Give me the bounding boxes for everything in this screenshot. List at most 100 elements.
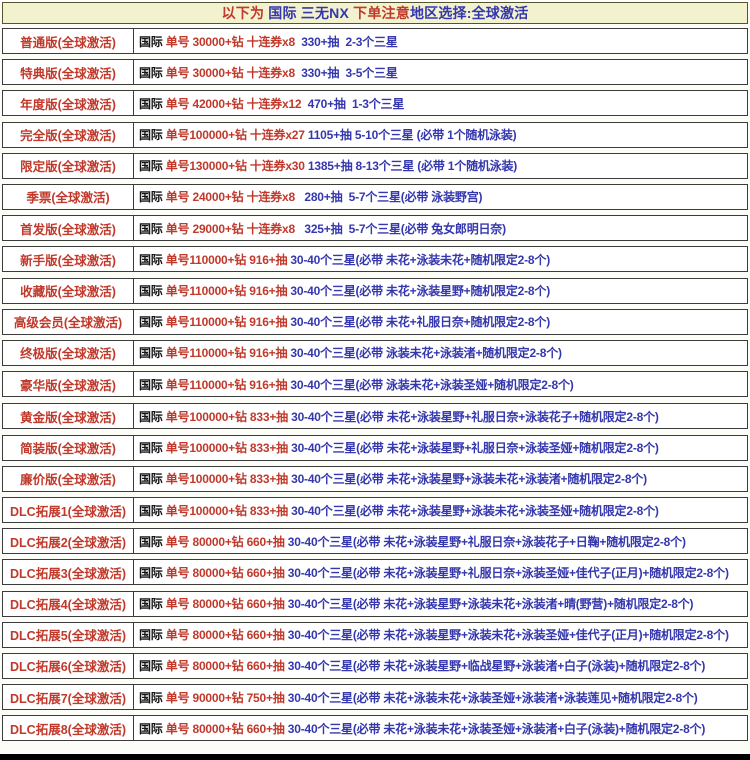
offer-details-segment: 国际 xyxy=(139,96,166,111)
offer-details-segment: 国际 xyxy=(139,346,166,361)
table-row: 年度版(全球激活) 国际 单号 42000+钻 十连券x12 470+抽 1-3… xyxy=(2,90,748,117)
table-row: 特典版(全球激活) 国际 单号 30000+钻 十连券x8 330+抽 3-5个… xyxy=(2,59,748,86)
offer-details-segment: 单号100000+钻 833+抽 xyxy=(165,441,292,456)
edition-label-cell: 特典版(全球激活) xyxy=(3,60,134,85)
table-row: 限定版(全球激活) 国际 单号130000+钻 十连券x30 1385+抽 8-… xyxy=(2,152,748,179)
edition-label: 简装版(全球激活) xyxy=(20,442,116,457)
offer-details-segment: 30-40个三星(必带 未花+泳装星野+礼服日奈+泳装圣娅+随机限定2-8个) xyxy=(291,441,659,456)
table-row: 完全版(全球激活) 国际 单号100000+钻 十连券x27 1105+抽 5-… xyxy=(2,121,748,148)
edition-label-cell: 限定版(全球激活) xyxy=(3,153,134,178)
table-row: 普通版(全球激活) 国际 单号 30000+钻 十连券x8 330+抽 2-3个… xyxy=(2,28,748,54)
edition-label: 收藏版(全球激活) xyxy=(20,285,116,299)
offer-details-segment: 单号 80000+钻 660+抽 xyxy=(165,565,288,580)
offer-details-segment: 单号110000+钻 916+抽 xyxy=(165,346,291,361)
offer-details-segment: 单号110000+钻 916+抽 xyxy=(165,315,291,330)
offer-details-segment: 国际 xyxy=(139,690,166,705)
offer-details-segment: 国际 xyxy=(139,565,166,580)
offer-details-segment: 国际 xyxy=(139,441,166,456)
table-row: 收藏版(全球激活) 国际 单号110000+钻 916+抽 30-40个三星(必… xyxy=(2,277,748,304)
offer-details-segment: 330+抽 2-3个三星 xyxy=(294,34,398,49)
offer-details-segment: 30-40个三星(必带 未花+泳装星野+泳装未花+泳装渚+晴(野营)+随机限定2… xyxy=(287,597,694,612)
table-row: DLC拓展8(全球激活) 国际 单号 80000+钻 660+抽 30-40个三… xyxy=(2,715,748,742)
offer-details-cell: 国际 单号100000+钻 833+抽 30-40个三星(必带 未花+泳装星野+… xyxy=(134,498,747,522)
offer-details-segment: 国际 xyxy=(139,472,166,487)
offer-details-cell: 国际 单号 29000+钻 十连券x8 325+抽 5-7个三星(必带 兔女郎明… xyxy=(134,216,747,240)
offer-details-cell: 国际 单号 90000+钻 750+抽 30-40个三星(必带 未花+泳装未花+… xyxy=(134,685,747,709)
edition-label: DLC拓展5(全球激活) xyxy=(10,629,126,644)
offer-details-cell: 国际 单号100000+钻 833+抽 30-40个三星(必带 未花+泳装星野+… xyxy=(134,404,747,428)
offer-details-segment: 单号100000+钻 833+抽 xyxy=(165,409,292,424)
table-row: 首发版(全球激活) 国际 单号 29000+钻 十连券x8 325+抽 5-7个… xyxy=(2,215,748,242)
offer-details-segment: 30-40个三星(必带 未花+泳装星野+礼服日奈+泳装圣娅+佳代子(正月)+随机… xyxy=(287,565,729,580)
offer-details-segment: 单号110000+钻 916+抽 xyxy=(165,252,291,267)
offer-details-segment: 30-40个三星(必带 泳装未花+泳装渚+随机限定2-8个) xyxy=(290,346,562,361)
edition-label: 特典版(全球激活) xyxy=(20,66,116,81)
offer-details-segment: 国际 xyxy=(139,65,166,80)
offer-details-segment: 国际 xyxy=(139,159,166,174)
offer-details-segment: 国际 xyxy=(139,315,166,330)
bottom-bar xyxy=(0,754,750,760)
table-row: 廉价版(全球激活) 国际 单号100000+钻 833+抽 30-40个三星(必… xyxy=(2,465,748,492)
edition-label: 限定版(全球激活) xyxy=(20,160,116,175)
offer-details-cell: 国际 单号110000+钻 916+抽 30-40个三星(必带 未花+泳装星野+… xyxy=(134,279,747,303)
edition-label: 黄金版(全球激活) xyxy=(20,410,116,425)
table-row: 高级会员(全球激活) 国际 单号110000+钻 916+抽 30-40个三星(… xyxy=(2,308,748,335)
table-row: DLC拓展1(全球激活) 国际 单号100000+钻 833+抽 30-40个三… xyxy=(2,497,748,524)
edition-label-cell: 年度版(全球激活) xyxy=(3,91,134,116)
offer-details-cell: 国际 单号 80000+钻 660+抽 30-40个三星(必带 未花+泳装星野+… xyxy=(134,560,747,584)
table-row: DLC拓展5(全球激活) 国际 单号 80000+钻 660+抽 30-40个三… xyxy=(2,621,748,648)
edition-label: DLC拓展1(全球激活) xyxy=(10,504,126,519)
price-table: 普通版(全球激活) 国际 单号 30000+钻 十连券x8 330+抽 2-3个… xyxy=(0,28,750,742)
offer-details-cell: 国际 单号130000+钻 十连券x30 1385+抽 8-13个三星 (必带 … xyxy=(134,154,747,178)
edition-label-cell: 简装版(全球激活) xyxy=(3,435,134,460)
edition-label: DLC拓展7(全球激活) xyxy=(10,691,126,706)
offer-details-segment: 单号 80000+钻 660+抽 xyxy=(165,597,288,612)
offer-details-segment: 单号130000+钻 十连券x30 xyxy=(165,159,305,174)
offer-details-cell: 国际 单号110000+钻 916+抽 30-40个三星(必带 泳装未花+泳装圣… xyxy=(134,372,747,396)
table-row: 季票(全球激活) 国际 单号 24000+钻 十连券x8 280+抽 5-7个三… xyxy=(2,183,748,210)
offer-details-segment: 单号 29000+钻 十连券x8 xyxy=(165,221,295,236)
header-segment: 以下为 xyxy=(221,5,269,21)
offer-details-segment: 国际 xyxy=(139,190,166,205)
offer-details-cell: 国际 单号 80000+钻 660+抽 30-40个三星(必带 未花+泳装未花+… xyxy=(134,716,747,740)
offer-details-segment: 30-40个三星(必带 未花+泳装星野+泳装未花+泳装渚+随机限定2-8个) xyxy=(291,472,647,487)
offer-details-segment: 国际 xyxy=(139,221,166,236)
edition-label-cell: DLC拓展2(全球激活) xyxy=(3,529,134,554)
offer-details-segment: 30-40个三星(必带 未花+泳装星野+礼服日奈+泳装花子+日鞠+随机限定2-8… xyxy=(287,534,686,549)
header-segment: 国际 三无NX xyxy=(268,5,354,21)
edition-label-cell: 首发版(全球激活) xyxy=(3,216,134,241)
table-row: DLC拓展2(全球激活) 国际 单号 80000+钻 660+抽 30-40个三… xyxy=(2,528,748,555)
table-row: DLC拓展7(全球激活) 国际 单号 90000+钻 750+抽 30-40个三… xyxy=(2,684,748,711)
offer-details-segment: 国际 xyxy=(139,34,166,49)
table-row: 新手版(全球激活) 国际 单号110000+钻 916+抽 30-40个三星(必… xyxy=(2,246,748,273)
offer-details-segment: 单号100000+钻 十连券x27 xyxy=(165,128,305,143)
offer-details-segment: 单号100000+钻 833+抽 xyxy=(165,503,292,518)
offer-details-segment: 单号 30000+钻 十连券x8 xyxy=(165,34,295,49)
edition-label-cell: DLC拓展5(全球激活) xyxy=(3,622,134,647)
table-row: 黄金版(全球激活) 国际 单号100000+钻 833+抽 30-40个三星(必… xyxy=(2,403,748,430)
edition-label: DLC拓展6(全球激活) xyxy=(10,660,126,675)
offer-details-segment: 30-40个三星(必带 未花+泳装未花+随机限定2-8个) xyxy=(290,252,551,267)
offer-details-cell: 国际 单号100000+钻 833+抽 30-40个三星(必带 未花+泳装星野+… xyxy=(134,436,747,460)
edition-label-cell: DLC拓展7(全球激活) xyxy=(3,685,134,710)
offer-details-cell: 国际 单号110000+钻 916+抽 30-40个三星(必带 泳装未花+泳装渚… xyxy=(134,341,747,365)
offer-details-segment: 国际 xyxy=(139,721,166,736)
offer-details-segment: 国际 xyxy=(139,659,166,674)
offer-details-segment: 280+抽 5-7个三星(必带 泳装野宫) xyxy=(294,190,483,205)
offer-details-segment: 325+抽 5-7个三星(必带 兔女郎明日奈) xyxy=(294,221,506,236)
offer-details-segment: 国际 xyxy=(139,628,166,643)
offer-details-cell: 国际 单号 24000+钻 十连券x8 280+抽 5-7个三星(必带 泳装野宫… xyxy=(134,185,747,209)
offer-details-segment: 单号 24000+钻 十连券x8 xyxy=(165,190,295,205)
offer-details-cell: 国际 单号 42000+钻 十连券x12 470+抽 1-3个三星 xyxy=(134,91,747,115)
edition-label: 年度版(全球激活) xyxy=(20,97,116,112)
offer-details-segment: 1105+抽 5-10个三星 (必带 1个随机泳装) xyxy=(304,128,517,143)
offer-details-segment: 30-40个三星(必带 未花+泳装星野+随机限定2-8个) xyxy=(290,284,551,298)
offer-details-cell: 国际 单号 80000+钻 660+抽 30-40个三星(必带 未花+泳装星野+… xyxy=(134,623,747,647)
edition-label-cell: 完全版(全球激活) xyxy=(3,122,134,147)
offer-details-segment: 330+抽 3-5个三星 xyxy=(294,65,398,80)
offer-details-segment: 国际 xyxy=(139,377,166,392)
edition-label: 廉价版(全球激活) xyxy=(20,473,116,488)
offer-details-segment: 30-40个三星(必带 未花+泳装星野+泳装未花+泳装圣娅+随机限定2-8个) xyxy=(291,503,659,518)
edition-label-cell: 终极版(全球激活) xyxy=(3,340,134,365)
edition-label: DLC拓展2(全球激活) xyxy=(10,535,126,550)
